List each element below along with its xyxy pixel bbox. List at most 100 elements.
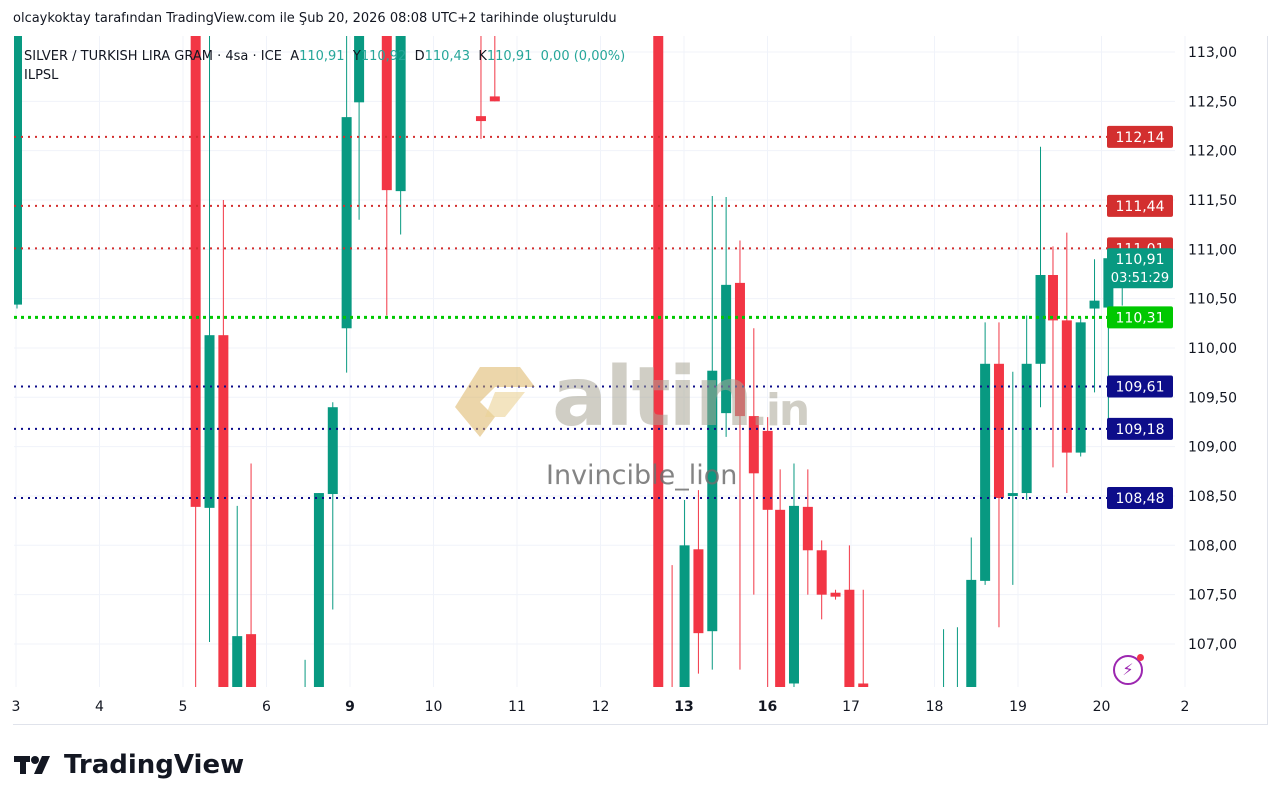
candle-down (246, 634, 257, 687)
open-value: 110,91 (299, 49, 345, 64)
candle-down (381, 36, 392, 191)
level-price-tag (1107, 125, 1173, 148)
candle-up (679, 545, 690, 687)
level-price-label: 111,44 (1116, 199, 1165, 215)
level-price-tag (1107, 306, 1173, 329)
price-tick-label: 108,50 (1188, 489, 1237, 505)
price-tick-label: 107,50 (1188, 588, 1237, 604)
candle-up (1089, 300, 1100, 309)
candle-down (993, 363, 1004, 498)
candle-down (1047, 274, 1058, 321)
time-tick-label: 13 (674, 699, 693, 715)
level-price-label: 112,14 (1116, 130, 1165, 146)
low-label: D (414, 49, 425, 64)
candle-up (952, 703, 962, 713)
level-price-tag (1107, 486, 1173, 509)
candle-up (966, 579, 977, 687)
price-tick-label: 111,50 (1188, 193, 1237, 209)
last-price-label: 110,91 (1116, 252, 1165, 268)
candle-up (313, 493, 324, 687)
candle-up (341, 117, 352, 329)
time-tick-label: 6 (262, 699, 271, 715)
open-label: A (290, 49, 300, 64)
high-label: Y (352, 49, 361, 64)
time-tick-label: 16 (758, 699, 777, 715)
time-tick-label: 10 (425, 699, 443, 715)
time-tick-label: 18 (926, 699, 944, 715)
candle-down (802, 506, 813, 551)
symbol-name[interactable]: SILVER / TURKISH LIRA GRAM · 4sa · ICE (24, 49, 282, 64)
candle-down (830, 592, 841, 597)
close-label: K (478, 49, 487, 64)
price-tick-label: 110,00 (1188, 341, 1237, 357)
candle-down (762, 430, 773, 510)
chart-title: olcaykoktay tarafından TradingView.com i… (13, 11, 617, 26)
level-price-tag (1107, 417, 1173, 440)
candle-down (218, 335, 229, 687)
bar-countdown-label: 03:51:29 (1111, 271, 1169, 286)
last-price-tag (1107, 248, 1173, 289)
time-tick-label: 3 (12, 699, 21, 715)
candle-down (653, 36, 664, 687)
time-tick-label: 17 (842, 699, 860, 715)
lightning-icon[interactable]: ⚡ (1113, 654, 1144, 685)
indicator-name[interactable]: ILPSL (24, 68, 59, 83)
candle-down (190, 36, 201, 507)
candle-down (816, 550, 827, 595)
price-tick-label: 109,00 (1188, 440, 1237, 456)
candle-up (721, 284, 732, 414)
candle-up (354, 36, 365, 103)
candle-down (1061, 320, 1072, 453)
candle-down (775, 509, 786, 687)
low-value: 110,43 (424, 49, 471, 64)
level-price-label: 109,61 (1116, 379, 1165, 395)
candle-up (1035, 274, 1046, 364)
candle-up (707, 370, 718, 632)
price-tick-label: 108,00 (1188, 538, 1237, 554)
candle-up (788, 505, 799, 684)
candle-down (748, 416, 759, 474)
candle-down (844, 589, 855, 687)
change-value: 0,00 (0,00%) (540, 49, 626, 64)
time-tick-label: 9 (345, 699, 355, 715)
candle-up (395, 36, 406, 192)
tradingview-logo-icon (14, 756, 50, 774)
price-tick-label: 112,50 (1188, 94, 1237, 110)
level-price-label: 109,18 (1116, 422, 1165, 438)
time-tick-label: 2 (1181, 699, 1190, 715)
time-tick-label: 5 (179, 699, 188, 715)
candle-up (204, 335, 215, 508)
price-tick-label: 110,50 (1188, 292, 1237, 308)
price-tick-label: 107,00 (1188, 637, 1237, 653)
level-price-label: 108,48 (1116, 491, 1165, 507)
candle-up (14, 36, 22, 305)
close-value: 110,91 (486, 49, 533, 64)
price-tick-label: 112,00 (1188, 144, 1237, 160)
candle-down (489, 96, 500, 102)
candles (14, 36, 1128, 713)
time-tick-label: 11 (508, 699, 526, 715)
price-chart[interactable]: 113,00112,50112,00111,50111,00110,50110,… (0, 0, 1280, 740)
price-tick-label: 111,00 (1188, 242, 1237, 258)
price-tick-label: 113,00 (1188, 45, 1237, 61)
candle-up (1075, 322, 1086, 453)
candle-up (980, 363, 991, 581)
level-price-tag (1107, 194, 1173, 217)
time-tick-label: 20 (1093, 699, 1111, 715)
candle-down (734, 282, 745, 417)
candle-up (232, 636, 243, 687)
candle-down (693, 549, 704, 634)
symbol-legend: SILVER / TURKISH LIRA GRAM · 4sa · ICE A… (24, 49, 625, 83)
candle-up (300, 693, 310, 713)
chart-frame (13, 36, 1268, 725)
candle-up (1021, 363, 1032, 494)
level-price-tag (1107, 375, 1173, 398)
price-tick-label: 109,50 (1188, 390, 1237, 406)
candle-up (327, 407, 338, 495)
high-value: 110,92 (360, 49, 407, 64)
candle-up (1007, 493, 1018, 497)
time-tick-label: 4 (95, 699, 104, 715)
time-tick-label: 12 (592, 699, 610, 715)
tradingview-logo: TradingView (14, 750, 244, 780)
tradingview-logo-text: TradingView (64, 750, 245, 780)
